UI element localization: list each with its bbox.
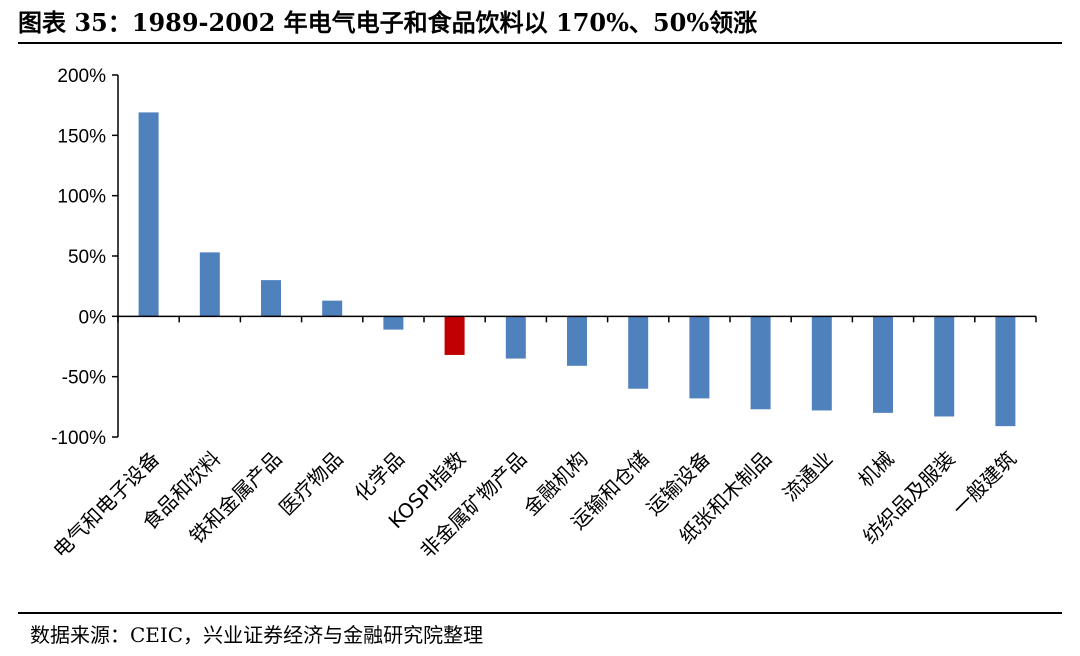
bar xyxy=(689,316,710,399)
x-tick-label: 化学品 xyxy=(350,447,409,506)
bar xyxy=(444,316,465,355)
x-tick-label: 一般建筑 xyxy=(947,447,1021,521)
y-tick-label: 150% xyxy=(57,126,106,147)
title-rule xyxy=(18,42,1062,44)
y-tick-label: 100% xyxy=(57,187,106,208)
bar xyxy=(873,316,893,413)
x-tick-label: 电气和电子设备 xyxy=(48,447,164,563)
x-tick-label: 医疗物品 xyxy=(274,447,348,521)
bar xyxy=(322,300,343,317)
y-tick-label: 0% xyxy=(79,307,107,328)
bar xyxy=(199,252,220,317)
bar xyxy=(995,316,1016,427)
bar-chart: 200% 150% 100% 50% 0% -50% -100% 电气和电子设备食品和饮料铁… xyxy=(48,66,1037,563)
bar xyxy=(505,316,526,359)
source-note: 数据来源：CEIC，兴业证券经济与金融研究院整理 xyxy=(30,623,484,647)
y-axis: 200% 150% 100% 50% 0% -50% -100% xyxy=(51,66,119,449)
figure-title: 图表 35：1989-2002 年电气电子和食品饮料以 170%、50%领涨 xyxy=(18,8,758,37)
bar xyxy=(934,316,955,417)
x-tick-label: 非金属矿物产品 xyxy=(415,447,531,563)
x-tick-label: 机械 xyxy=(853,447,898,492)
bars xyxy=(138,112,1016,427)
bar xyxy=(750,316,771,410)
y-tick-label: -100% xyxy=(51,428,106,449)
x-axis xyxy=(117,315,1037,323)
x-tick-label: 流通业 xyxy=(778,447,837,506)
y-tick-label: -50% xyxy=(62,368,106,389)
bar xyxy=(383,316,404,330)
footer-rule xyxy=(18,612,1062,614)
bar xyxy=(261,280,281,317)
bar xyxy=(811,316,832,411)
bar xyxy=(628,316,649,389)
y-tick-label: 50% xyxy=(68,247,106,268)
bar xyxy=(138,112,159,317)
bar xyxy=(567,316,587,366)
y-tick-label: 200% xyxy=(57,66,106,87)
